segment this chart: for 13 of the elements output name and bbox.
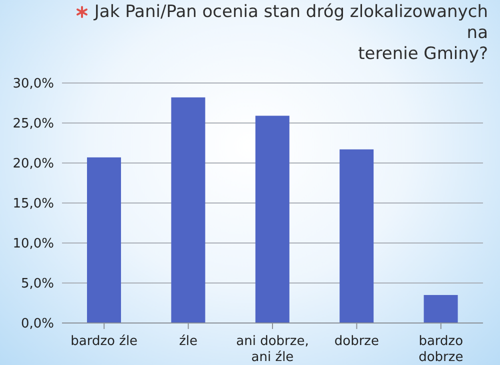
y-tick-label: 5,0%	[20, 276, 54, 292]
x-tick-label: dobrze	[334, 334, 380, 349]
x-tick-label: bardzo źle	[70, 334, 138, 349]
y-tick-label: 30,0%	[12, 76, 54, 92]
y-tick-label: 25,0%	[12, 116, 54, 132]
y-tick-label: 20,0%	[12, 156, 54, 172]
y-tick-label: 0,0%	[20, 316, 54, 332]
chart-title: Jak Pani/Pan ocenia stan dróg zlokalizowanych na terenie Gminy?	[92, 2, 488, 65]
y-tick-label: 15,0%	[12, 196, 54, 212]
x-tick-label: ani dobrze, ani źle	[236, 334, 309, 365]
x-tick-label: źle	[179, 334, 198, 349]
x-tick-label: bardzo dobrze	[418, 334, 464, 365]
y-tick-label: 10,0%	[12, 236, 54, 252]
